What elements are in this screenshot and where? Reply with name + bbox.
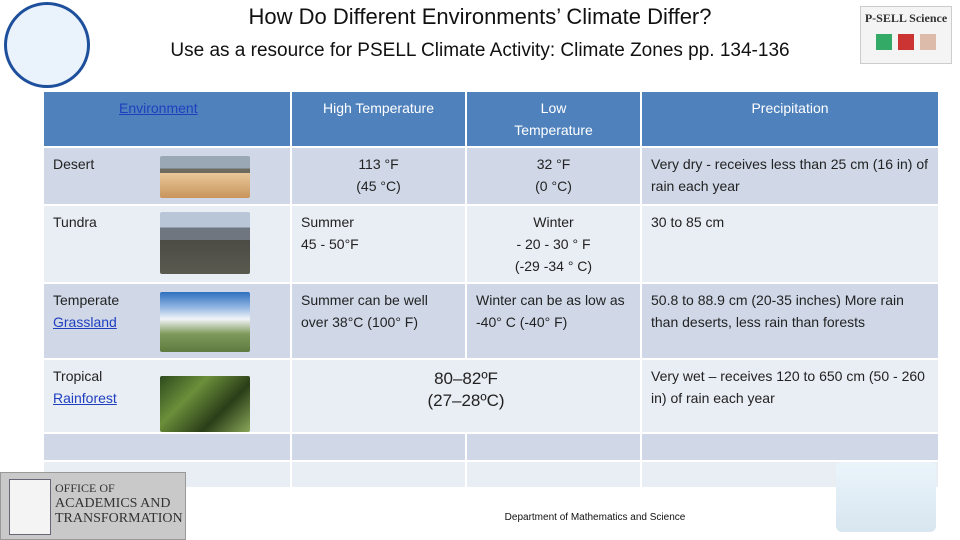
cell-line: 80–82ºF xyxy=(434,369,498,388)
psell-text: P-SELL Science xyxy=(864,11,948,25)
office-logo: OFFICE OF ACADEMICS AND TRANSFORMATION xyxy=(0,472,186,540)
cell: Very wet – receives 120 to 650 cm (50 - … xyxy=(640,358,940,434)
grassland-photo xyxy=(160,292,250,352)
office-text: OFFICE OF ACADEMICS AND TRANSFORMATION xyxy=(55,481,183,526)
cell-line: - 20 - 30 ° F xyxy=(516,236,591,252)
header-cell[interactable]: Environment xyxy=(119,100,198,116)
cell-line: Winter xyxy=(533,214,574,230)
psell-icons xyxy=(861,34,951,50)
office-emblem xyxy=(9,479,51,535)
office-line: OFFICE OF xyxy=(55,481,115,495)
desert-photo xyxy=(160,156,250,198)
header-cell: High Temperature xyxy=(290,90,467,148)
cell: Winter can be as low as -40° C (-40° F) xyxy=(465,282,642,360)
climate-table: Environment High Temperature Low Temperat… xyxy=(42,90,940,489)
env-link[interactable]: Grassland xyxy=(53,314,117,330)
env: Temperate xyxy=(53,292,120,308)
office-line: ACADEMICS AND xyxy=(55,496,171,511)
header-line: Low xyxy=(540,100,567,116)
cell: Very dry - receives less than 25 cm (16 … xyxy=(640,146,940,206)
office-line: TRANSFORMATION xyxy=(55,511,183,526)
book-graphic xyxy=(836,462,936,532)
header-cell: Precipitation xyxy=(640,90,940,148)
env: Tundra xyxy=(53,214,97,230)
subtitle: Use as a resource for PSELL Climate Acti… xyxy=(170,40,790,61)
cell-line: (-29 -34 ° C) xyxy=(514,258,593,274)
school-logo xyxy=(4,2,90,88)
env: Desert xyxy=(53,156,95,172)
env: Tropical xyxy=(53,368,103,384)
footer: Department of Mathematics and Science xyxy=(504,512,686,523)
cell-line: 45 - 50°F xyxy=(301,236,359,252)
rainforest-photo xyxy=(160,376,250,432)
env-link[interactable]: Rainforest xyxy=(53,390,117,406)
cell-line: (27–28ºC) xyxy=(427,391,505,410)
cell: Summer can be well over 38°C (100° F) xyxy=(290,282,467,360)
psell-logo: P-SELL Science xyxy=(860,6,952,64)
cell: 50.8 to 88.9 cm (20-35 inches) More rain… xyxy=(640,282,940,360)
cell-line: 113 °F xyxy=(358,156,399,172)
cell-line: (0 °C) xyxy=(535,178,572,194)
header-line: Temperature xyxy=(514,122,593,138)
title: How Do Different Environments’ Climate D… xyxy=(248,4,712,29)
cell-line: (45 °C) xyxy=(356,178,401,194)
header-cell: Low Temperature xyxy=(465,90,642,148)
cell: 30 to 85 cm xyxy=(640,204,940,284)
tundra-photo xyxy=(160,212,250,274)
cell-line: Summer xyxy=(301,214,354,230)
cell-line: 32 °F xyxy=(536,156,571,172)
